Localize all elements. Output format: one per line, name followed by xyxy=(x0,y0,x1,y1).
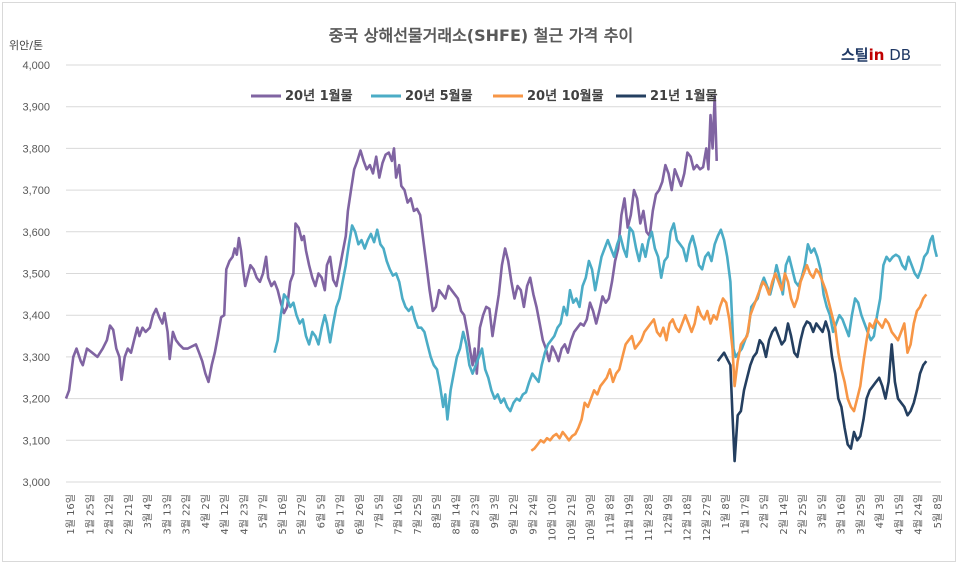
x-tick-label: 3월 22일 xyxy=(181,494,193,535)
x-tick-label: 2월 14일 xyxy=(778,494,790,535)
x-tick-label: 2월 12일 xyxy=(104,494,116,535)
x-axis: 1월 16일 1월 25일 2월 12일 2월 21일 3월 4일 3월 13일 3월 22… xyxy=(65,494,944,541)
brand-part3: DB xyxy=(884,46,911,64)
brand-part2: in xyxy=(869,46,885,64)
legend: 20년 1월물 20년 5월물 20년 10월물 21년 1월물 xyxy=(251,88,718,104)
brand-part1: 스틸 xyxy=(841,46,869,64)
x-tick-label: 6월 5일 xyxy=(315,494,327,528)
y-tick-label: 3,000 xyxy=(22,477,50,489)
x-tick-label: 7월 25일 xyxy=(412,494,424,535)
x-tick-label: 3월 5일 xyxy=(816,494,828,528)
x-tick-label: 11월 19일 xyxy=(624,494,636,541)
x-tick-label: 2월 21일 xyxy=(123,494,135,535)
y-tick-label: 3,200 xyxy=(22,394,50,406)
x-tick-label: 5월 7일 xyxy=(258,494,270,528)
y-tick-label: 3,600 xyxy=(22,227,50,239)
x-tick-label: 8월 14일 xyxy=(450,494,462,535)
y-axis: 3,000 3,100 3,200 3,300 3,400 3,500 3,600 3,700… xyxy=(22,60,50,489)
x-tick-label: 4월 2일 xyxy=(200,494,212,528)
x-tick-label: 1월 16일 xyxy=(65,494,77,535)
x-tick-label: 1월 17일 xyxy=(739,494,751,535)
series-line-3 xyxy=(530,263,928,452)
x-tick-label: 9월 24일 xyxy=(527,494,539,535)
y-tick-label: 4,000 xyxy=(22,60,50,72)
y-tick-label: 3,300 xyxy=(22,352,50,364)
y-tick-label: 3,500 xyxy=(22,269,50,281)
x-tick-label: 8월 5일 xyxy=(431,494,443,528)
x-tick-label: 5월 16일 xyxy=(277,494,289,535)
x-tick-label: 9월 12일 xyxy=(508,494,520,535)
x-tick-label: 10월 30일 xyxy=(585,494,597,541)
x-tick-label: 5월 8일 xyxy=(932,494,944,528)
series-line-2 xyxy=(273,222,939,421)
x-tick-label: 4월 15일 xyxy=(893,494,905,535)
series-lines xyxy=(64,95,939,463)
y-tick-label: 3,100 xyxy=(22,435,50,447)
x-tick-label: 3월 25일 xyxy=(855,494,867,535)
x-tick-label: 12월 27일 xyxy=(701,494,713,541)
y-unit-label: 위안/톤 xyxy=(9,39,43,52)
x-tick-label: 3월 13일 xyxy=(161,494,173,535)
x-tick-label: 8월 23일 xyxy=(470,494,482,535)
series-line-1 xyxy=(64,95,718,400)
x-tick-label: 5월 27일 xyxy=(296,494,308,535)
legend-label-2: 20년 5월물 xyxy=(405,88,473,104)
x-tick-label: 4월 24일 xyxy=(913,494,925,535)
x-tick-label: 2월 25일 xyxy=(797,494,809,535)
x-tick-label: 1월 25일 xyxy=(84,494,96,535)
x-tick-label: 4월 3일 xyxy=(874,494,886,528)
x-tick-label: 10월 10일 xyxy=(547,494,559,541)
brand-logo: 스틸in DB xyxy=(841,46,911,64)
x-tick-label: 3월 16일 xyxy=(836,494,848,535)
x-tick-label: 11월 28일 xyxy=(643,494,655,541)
y-tick-label: 3,400 xyxy=(22,310,50,322)
x-tick-label: 4월 12일 xyxy=(219,494,231,535)
svg-text:스틸in DB: 스틸in DB xyxy=(841,46,911,64)
chart-title: 중국 상해선물거래소(SHFE) 철근 가격 추이 xyxy=(329,26,633,45)
y-tick-label: 3,800 xyxy=(22,143,50,155)
x-tick-label: 7월 5일 xyxy=(373,494,385,528)
legend-label-4: 21년 1월물 xyxy=(650,88,718,104)
x-tick-label: 6월 17일 xyxy=(335,494,347,535)
x-tick-label: 3월 4일 xyxy=(142,494,154,528)
x-tick-label: 12월 9일 xyxy=(662,494,674,535)
y-tick-label: 3,700 xyxy=(22,185,50,197)
x-tick-label: 9월 3일 xyxy=(489,494,501,528)
x-tick-label: 6월 26일 xyxy=(354,494,366,535)
x-tick-label: 4월 23일 xyxy=(238,494,250,535)
legend-label-1: 20년 1월물 xyxy=(285,88,353,104)
series-line-4 xyxy=(716,320,928,463)
x-tick-label: 12월 18일 xyxy=(682,494,694,541)
x-tick-label: 2월 5일 xyxy=(759,494,771,528)
x-tick-label: 1월 8일 xyxy=(720,494,732,528)
x-tick-label: 7월 16일 xyxy=(393,494,405,535)
chart-svg: 중국 상해선물거래소(SHFE) 철근 가격 추이 위안/톤 스틸in DB 3… xyxy=(9,26,944,541)
grid xyxy=(66,64,941,483)
x-tick-label: 10월 21일 xyxy=(566,494,578,541)
legend-label-3: 20년 10월물 xyxy=(527,88,604,104)
y-tick-label: 3,900 xyxy=(22,102,50,114)
x-tick-label: 11월 8일 xyxy=(604,494,616,535)
